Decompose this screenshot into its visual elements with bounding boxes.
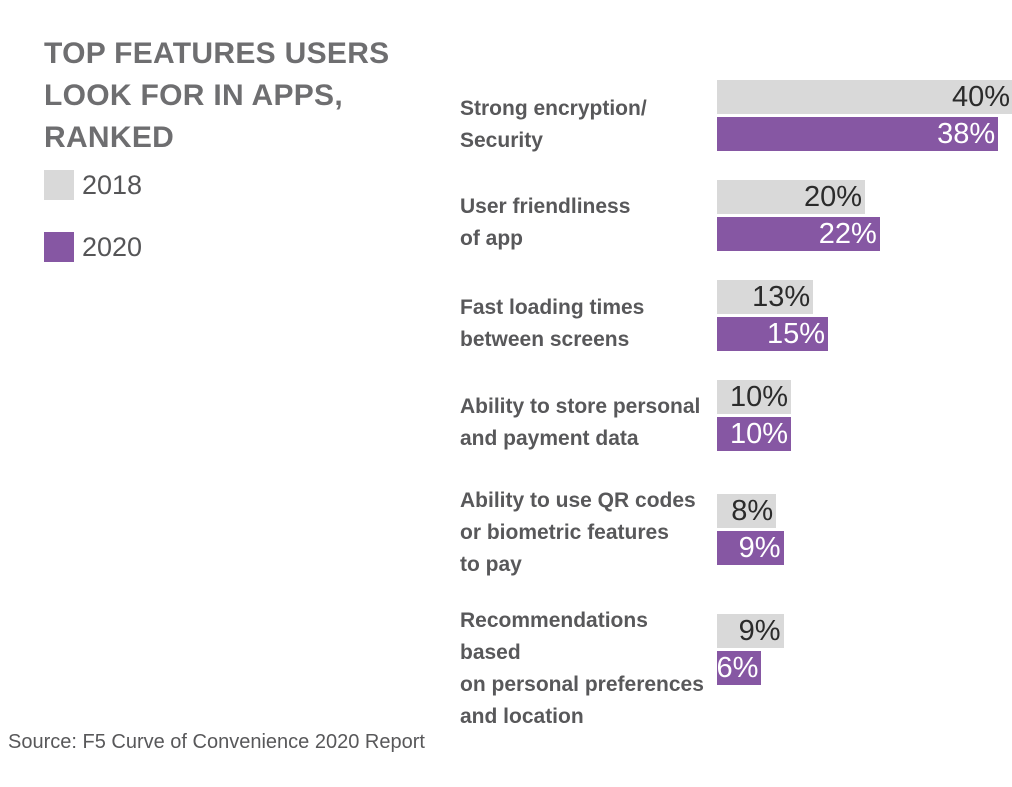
category-label-line: and location — [460, 705, 584, 728]
bar-value-label: 22% — [818, 218, 877, 250]
legend-swatch-2018 — [44, 170, 74, 200]
bar-2020 — [717, 417, 791, 451]
bar-value-label: 6% — [716, 652, 759, 684]
category-label: Fast loading times between screens — [460, 292, 710, 356]
legend-label-2020: 2020 — [82, 232, 143, 262]
legend-label-2018: 2018 — [82, 170, 143, 200]
bar-2018 — [717, 280, 814, 314]
bar-value-label: 40% — [951, 81, 1010, 113]
bar-2018 — [717, 380, 791, 414]
category-label-line: Fast loading times — [460, 296, 645, 319]
bar-value-label: 15% — [766, 318, 825, 350]
bar-2018 — [717, 80, 1012, 114]
bar-2020 — [717, 317, 828, 351]
category-label-line: Recommendations based — [460, 609, 648, 664]
category-label: Ability to store personal and payment dat… — [460, 391, 710, 455]
bar-2018 — [717, 614, 784, 648]
bar-value-label: 13% — [752, 281, 811, 313]
legend-item-2020: 2020 — [44, 230, 244, 262]
bar-value-label: 9% — [738, 532, 781, 564]
category-label: Recommendations based on personal prefere… — [460, 605, 710, 733]
bar-2020 — [717, 531, 784, 565]
bar-value-label: 9% — [738, 615, 781, 647]
chart-legend: 2018 2020 — [44, 168, 244, 268]
bar-value-label: 10% — [729, 381, 788, 413]
bar-2020 — [717, 651, 762, 685]
category-label-line: User friendliness — [460, 195, 631, 218]
legend-item-2018: 2018 — [44, 168, 244, 200]
category-label-line: on personal preferences — [460, 673, 704, 696]
category-label-line: Ability to use QR codes — [460, 489, 696, 512]
category-label-line: and payment data — [460, 427, 639, 450]
category-label-line: of app — [460, 227, 523, 250]
bar-value-label: 10% — [729, 418, 788, 450]
bar-value-label: 20% — [803, 181, 862, 213]
category-label-line: or biometric features — [460, 521, 669, 544]
source-note: Source: F5 Curve of Convenience 2020 Rep… — [8, 731, 425, 753]
category-label-line: Security — [460, 129, 543, 152]
bar-2018 — [717, 180, 865, 214]
bar-value-label: 38% — [937, 118, 996, 150]
category-label: User friendliness of app — [460, 191, 710, 255]
category-label: Ability to use QR codes or biometric feat… — [460, 485, 710, 581]
bar-2020 — [717, 217, 880, 251]
legend-swatch-2020 — [44, 232, 74, 262]
bar-2018 — [717, 494, 777, 528]
category-label-line: to pay — [460, 553, 522, 576]
chart-title: TOP FEATURES USERS LOOK FOR IN APPS, RAN… — [44, 37, 390, 154]
bar-2020 — [717, 117, 999, 151]
category-label: Strong encryption/Security — [460, 93, 710, 157]
category-label-line: between screens — [460, 328, 630, 351]
category-label-line: Strong encryption/ — [460, 97, 647, 120]
category-label-line: Ability to store personal — [460, 395, 701, 418]
bar-value-label: 8% — [731, 495, 774, 527]
